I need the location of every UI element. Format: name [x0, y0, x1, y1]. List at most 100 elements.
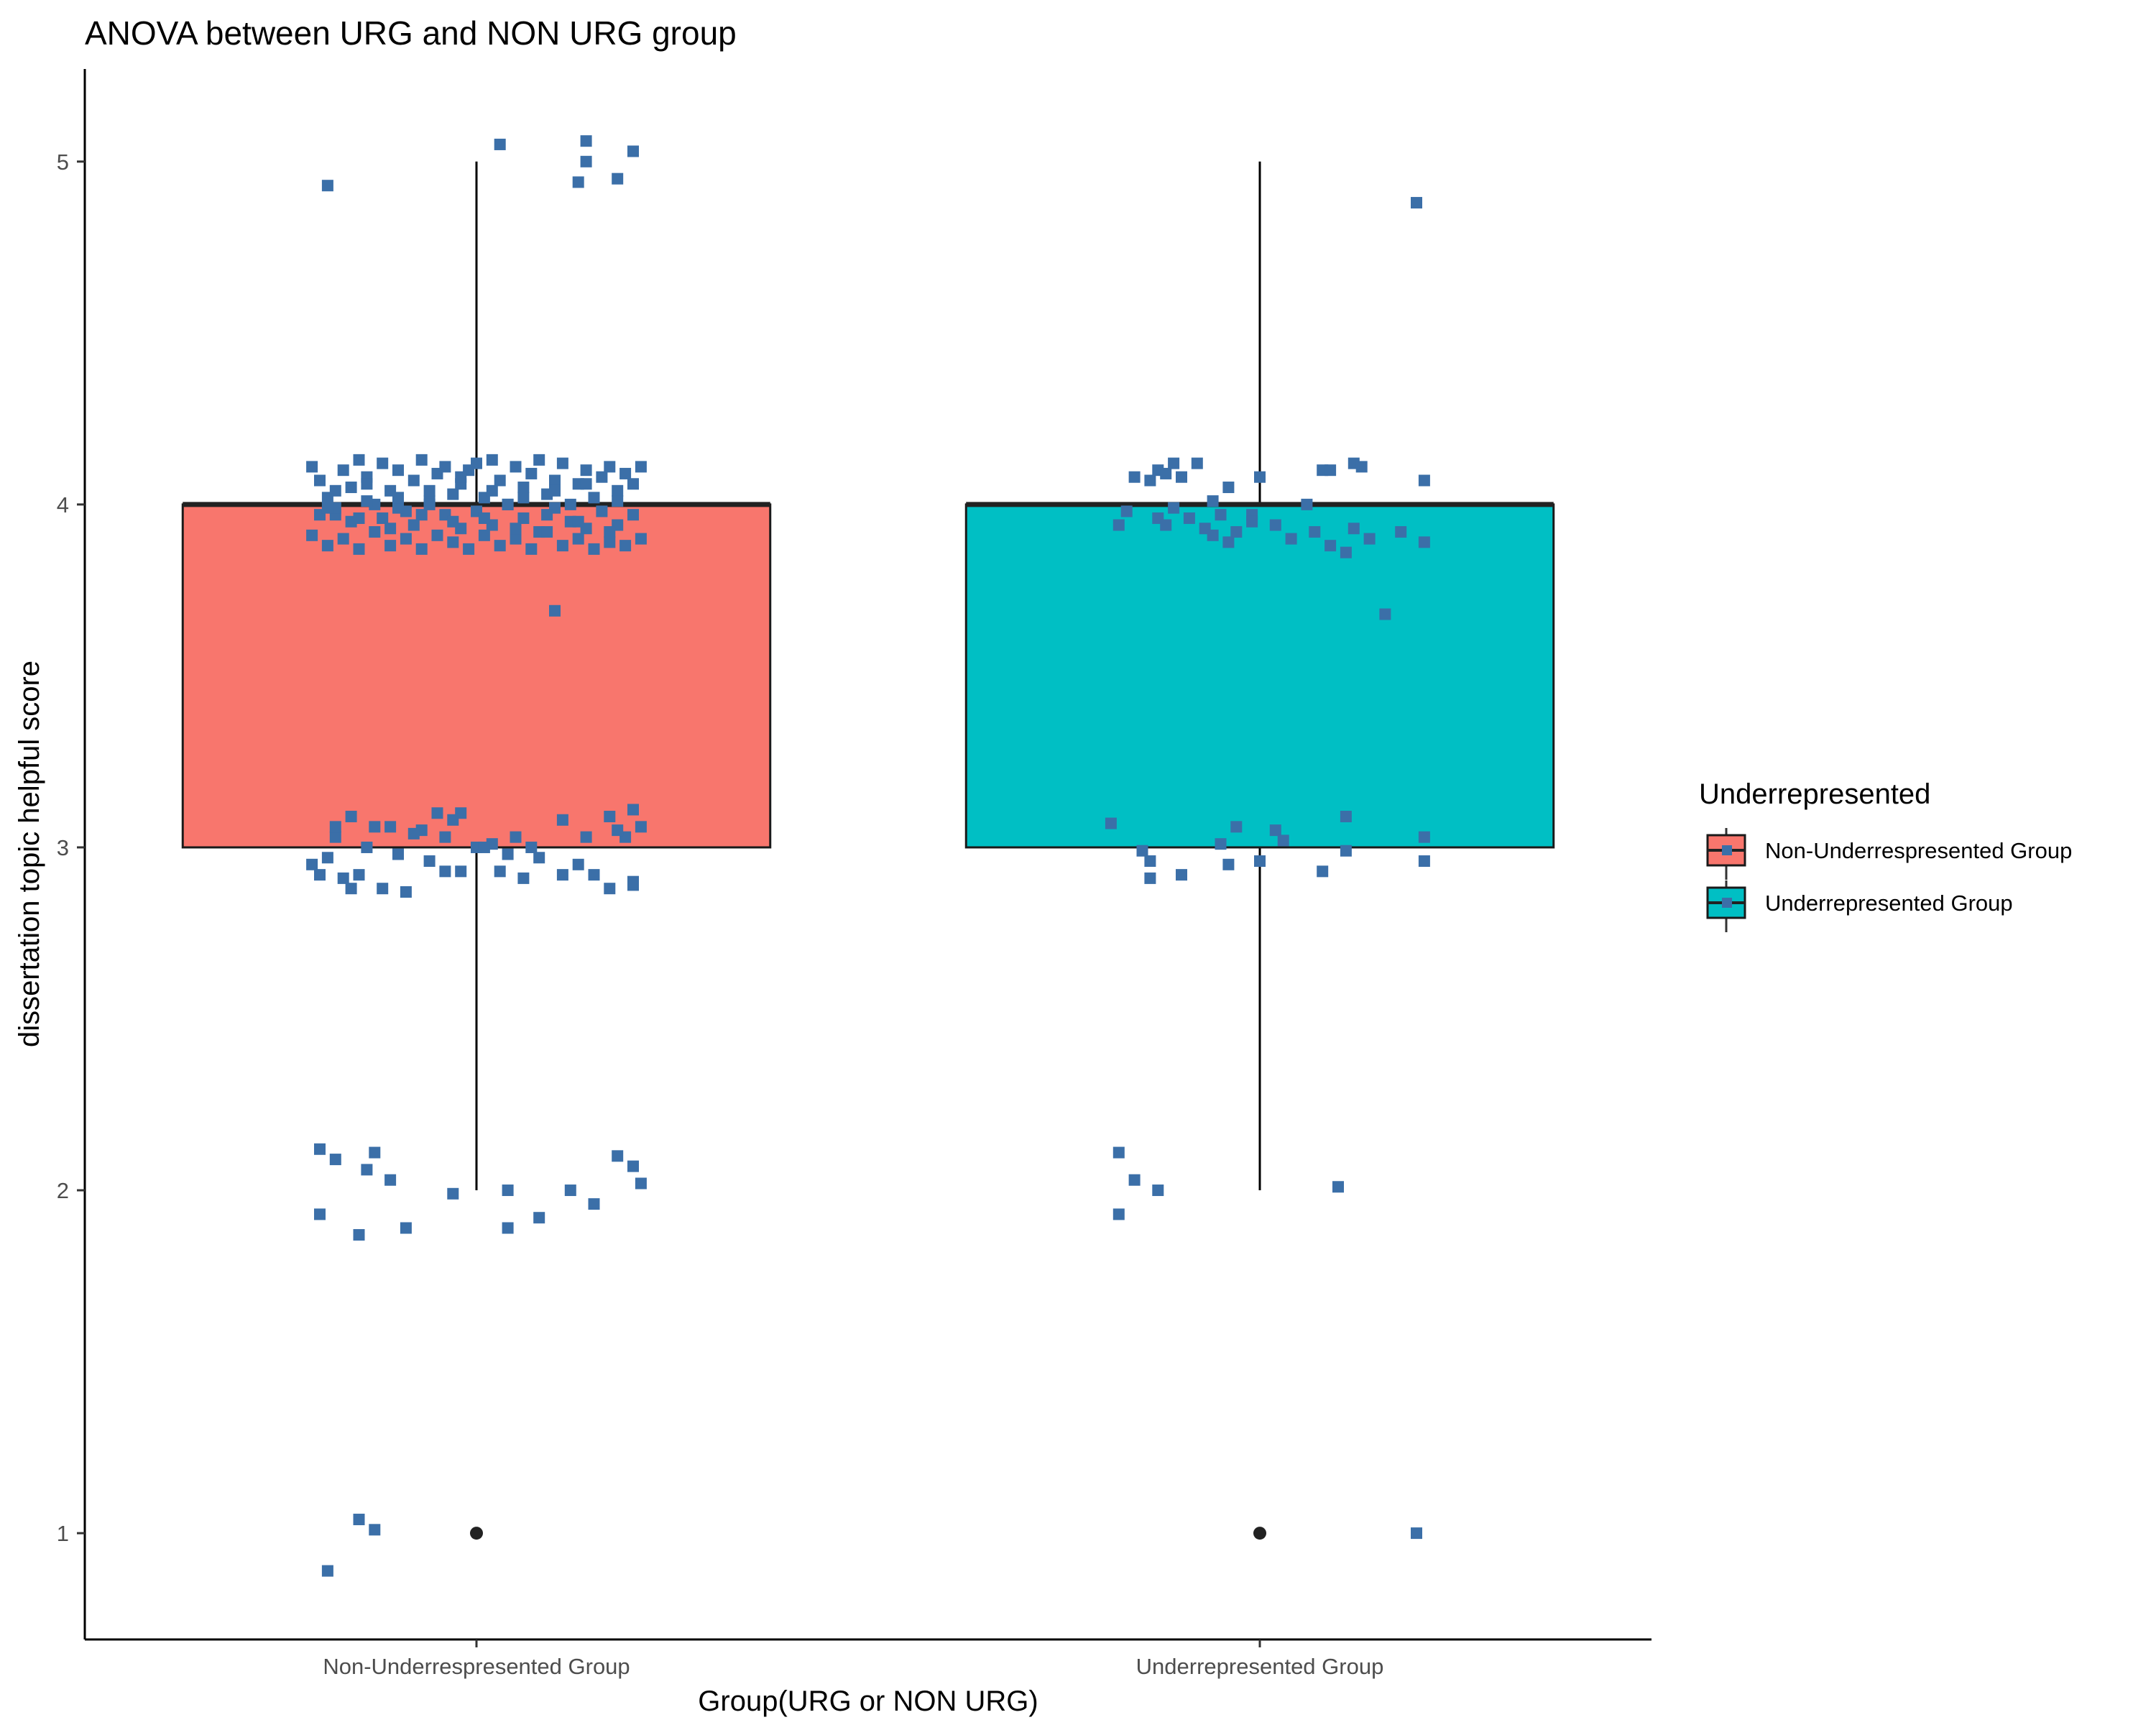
jitter-point-non-urg: [321, 540, 333, 552]
jitter-point-non-urg: [635, 533, 647, 545]
jitter-point-urg: [1418, 855, 1430, 868]
jitter-point-non-urg: [502, 498, 514, 510]
jitter-point-urg: [1277, 834, 1289, 847]
jitter-point-non-urg: [439, 865, 451, 878]
jitter-point-urg: [1246, 515, 1258, 528]
jitter-point-non-urg: [369, 526, 381, 538]
jitter-point-non-urg: [494, 474, 506, 487]
jitter-point-non-urg: [400, 533, 412, 545]
jitter-point-non-urg: [431, 529, 443, 541]
jitter-point-urg: [1269, 824, 1281, 837]
jitter-point-urg: [1379, 608, 1391, 620]
jitter-point-non-urg: [635, 461, 647, 473]
jitter-point-non-urg: [423, 484, 436, 497]
outlier-point-non-urg: [470, 1527, 483, 1540]
jitter-point-non-urg: [612, 172, 624, 185]
jitter-point-non-urg: [541, 526, 553, 538]
jitter-point-urg: [1348, 523, 1360, 535]
jitter-point-non-urg: [627, 478, 639, 490]
jitter-point-non-urg: [572, 515, 584, 528]
jitter-point-non-urg: [392, 502, 404, 514]
jitter-point-urg: [1160, 519, 1172, 531]
y-tick-label: 2: [57, 1178, 69, 1203]
jitter-point-urg: [1418, 474, 1430, 487]
jitter-point-non-urg: [533, 454, 545, 466]
jitter-point-non-urg: [517, 492, 530, 504]
jitter-point-non-urg: [369, 1146, 381, 1159]
jitter-point-non-urg: [612, 484, 624, 497]
jitter-point-non-urg: [580, 478, 592, 490]
jitter-point-non-urg: [588, 1198, 600, 1210]
jitter-point-urg: [1144, 474, 1156, 487]
jitter-point-non-urg: [306, 858, 318, 870]
jitter-point-non-urg: [392, 464, 404, 477]
legend-key-point: [1722, 898, 1732, 908]
jitter-point-non-urg: [627, 875, 639, 888]
jitter-point-non-urg: [306, 529, 318, 541]
jitter-point-non-urg: [612, 1150, 624, 1162]
jitter-point-urg: [1120, 505, 1133, 518]
jitter-point-non-urg: [510, 523, 522, 535]
jitter-point-non-urg: [321, 502, 333, 514]
jitter-point-urg: [1128, 1174, 1141, 1186]
jitter-point-non-urg: [564, 1184, 576, 1197]
jitter-point-urg: [1168, 502, 1180, 514]
jitter-point-urg: [1112, 1208, 1125, 1220]
jitter-point-non-urg: [596, 505, 608, 518]
jitter-point-non-urg: [533, 1212, 545, 1224]
jitter-point-non-urg: [572, 176, 584, 188]
jitter-point-non-urg: [517, 482, 530, 494]
jitter-point-non-urg: [407, 827, 420, 840]
jitter-point-non-urg: [314, 1143, 326, 1155]
jitter-point-non-urg: [353, 869, 365, 881]
jitter-point-non-urg: [361, 495, 373, 507]
y-tick-label: 5: [57, 150, 69, 175]
jitter-point-non-urg: [306, 461, 318, 473]
jitter-point-non-urg: [439, 461, 451, 473]
jitter-point-urg: [1112, 1146, 1125, 1159]
jitter-point-non-urg: [447, 536, 459, 548]
jitter-point-non-urg: [321, 852, 333, 864]
jitter-point-non-urg: [431, 807, 443, 819]
jitter-point-non-urg: [337, 533, 349, 545]
jitter-point-non-urg: [619, 467, 632, 479]
jitter-point-non-urg: [455, 807, 467, 819]
jitter-point-urg: [1411, 1527, 1422, 1540]
jitter-point-non-urg: [314, 474, 326, 487]
jitter-point-urg: [1215, 509, 1227, 521]
jitter-point-non-urg: [407, 519, 420, 531]
jitter-point-non-urg: [337, 464, 349, 477]
jitter-point-non-urg: [329, 821, 341, 833]
jitter-point-urg: [1112, 519, 1125, 531]
jitter-point-non-urg: [415, 454, 428, 466]
y-tick-label: 4: [57, 492, 69, 518]
jitter-point-non-urg: [329, 831, 341, 843]
jitter-point-non-urg: [612, 495, 624, 507]
jitter-point-non-urg: [369, 1524, 381, 1536]
jitter-point-non-urg: [627, 804, 639, 816]
legend-key-point: [1722, 845, 1732, 855]
jitter-point-urg: [1340, 845, 1352, 857]
jitter-point-urg: [1222, 482, 1235, 494]
jitter-point-non-urg: [604, 883, 616, 895]
jitter-point-non-urg: [494, 865, 506, 878]
jitter-point-non-urg: [471, 457, 482, 469]
jitter-point-non-urg: [588, 492, 600, 504]
jitter-point-urg: [1168, 457, 1180, 469]
jitter-point-urg: [1230, 526, 1243, 538]
jitter-point-urg: [1395, 526, 1407, 538]
jitter-point-non-urg: [588, 869, 600, 881]
jitter-point-non-urg: [353, 512, 365, 524]
y-axis: 1 2 3 4 5: [57, 69, 86, 1639]
jitter-point-non-urg: [502, 1222, 514, 1234]
jitter-point-non-urg: [580, 135, 592, 147]
box-non-urg: [181, 503, 772, 849]
jitter-point-non-urg: [556, 540, 568, 552]
jitter-point-non-urg: [604, 526, 616, 538]
jitter-point-non-urg: [337, 872, 349, 884]
jitter-point-non-urg: [329, 1154, 341, 1166]
jitter-point-non-urg: [502, 1184, 514, 1197]
jitter-point-non-urg: [556, 457, 568, 469]
jitter-point-non-urg: [627, 1160, 639, 1172]
jitter-point-urg: [1105, 817, 1117, 829]
